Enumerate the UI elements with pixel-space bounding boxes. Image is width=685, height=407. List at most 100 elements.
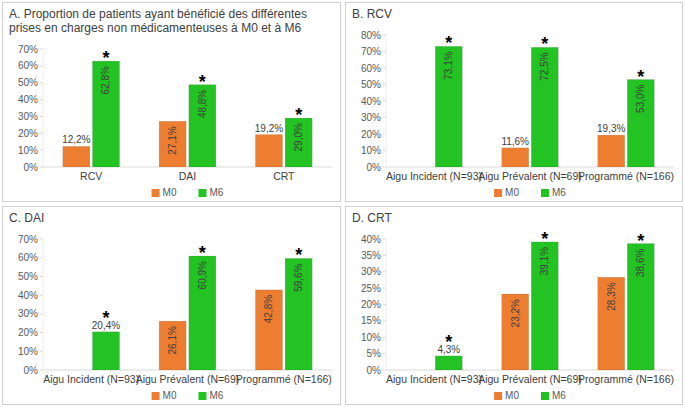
- labels: RCV12,2%62,8%*DAI27,1%48,8%*CRT19,2%29,0…: [62, 48, 304, 182]
- y-tick-label: 30%: [18, 308, 38, 319]
- labels: Aigu Incident (N=93)73,1%*Aigu Prévalent…: [386, 33, 674, 182]
- data-label: 12,2%: [62, 134, 90, 145]
- legend-swatch: [199, 189, 207, 197]
- x-tick-label: Aigu Incident (N=93): [386, 373, 482, 385]
- chart-panel: D. CRT0%5%10%15%20%25%30%35%40%Aigu Inci…: [345, 206, 683, 405]
- x-tick-label: Aigu Prévalent (N=69): [136, 373, 240, 385]
- bars: [93, 256, 313, 370]
- data-label: 29,0%: [293, 123, 304, 151]
- chart-svg: 0%10%20%30%40%50%60%70%Aigu Incident (N=…: [3, 225, 340, 404]
- legend-item: M0: [152, 390, 177, 401]
- y-tick-label: 30%: [18, 111, 38, 122]
- chart-svg: 0%10%20%30%40%50%60%70%80%Aigu Incident …: [346, 21, 682, 201]
- y-tick-label: 20%: [361, 299, 381, 310]
- y-tick-label: 10%: [18, 346, 38, 357]
- bar: [598, 277, 625, 370]
- data-label: 59,6%: [293, 263, 304, 291]
- legend: M0 M6: [152, 390, 224, 401]
- y-axis-line: [43, 49, 44, 167]
- y-tick-label: 30%: [361, 266, 381, 277]
- y-tick-label: 70%: [18, 234, 38, 245]
- significance-mark: *: [295, 105, 302, 125]
- bar: [93, 61, 120, 167]
- significance-mark: *: [637, 67, 644, 87]
- legend-label: M6: [552, 187, 566, 198]
- labels: Aigu Incident (N=93)4,3%*Aigu Prévalent …: [386, 229, 674, 385]
- legend-swatch: [152, 392, 160, 400]
- significance-mark: *: [102, 308, 109, 328]
- significance-mark: *: [295, 245, 302, 265]
- data-label: 48,8%: [197, 90, 208, 118]
- significance-mark: *: [102, 48, 109, 68]
- chart-title: C. DAI: [3, 207, 340, 225]
- significance-mark: *: [637, 231, 644, 251]
- legend: M0 M6: [494, 187, 566, 198]
- chart-panel: B. RCV0%10%20%30%40%50%60%70%80%Aigu Inc…: [345, 2, 683, 202]
- y-tick-label: 5%: [367, 348, 382, 359]
- y-tick-label: 40%: [18, 94, 38, 105]
- y-tick-label: 15%: [361, 315, 381, 326]
- significance-mark: *: [541, 34, 548, 54]
- bar: [435, 46, 462, 167]
- significance-mark: *: [445, 332, 452, 352]
- x-tick-label: DAI: [179, 170, 197, 182]
- y-tick-label: 0%: [367, 365, 382, 376]
- x-tick-label: RCV: [80, 170, 102, 182]
- legend-item: M6: [199, 187, 224, 198]
- bar: [159, 121, 186, 167]
- bar: [189, 85, 216, 167]
- chart-panel: C. DAI0%10%20%30%40%50%60%70%Aigu Incide…: [2, 206, 341, 405]
- legend-label: M6: [210, 187, 224, 198]
- legend-label: M6: [552, 390, 566, 401]
- legend-item: M6: [199, 390, 224, 401]
- legend-swatch: [152, 189, 160, 197]
- legend-item: M0: [494, 187, 519, 198]
- data-label: 26,1%: [167, 326, 178, 354]
- legend-label: M6: [210, 390, 224, 401]
- legend-swatch: [494, 392, 502, 400]
- y-axis-line: [386, 35, 387, 167]
- y-tick-label: 20%: [18, 327, 38, 338]
- bar: [502, 294, 529, 370]
- y-tick-label: 20%: [18, 128, 38, 139]
- legend-swatch: [541, 189, 549, 197]
- y-tick-label: 80%: [361, 30, 381, 41]
- x-tick-label: Programmé (N=166): [236, 373, 332, 385]
- legend-item: M0: [152, 187, 177, 198]
- data-label: 39,1%: [539, 247, 550, 275]
- bar: [627, 244, 654, 370]
- data-label: 62,8%: [101, 66, 112, 94]
- legend-label: M0: [505, 390, 519, 401]
- y-tick-label: 60%: [18, 60, 38, 71]
- y-tick-label: 0%: [367, 162, 382, 173]
- page: A. Proportion de patients ayant bénéfici…: [0, 0, 685, 407]
- chart-title: A. Proportion de patients ayant bénéfici…: [3, 3, 340, 35]
- significance-mark: *: [199, 243, 206, 263]
- legend-swatch: [541, 392, 549, 400]
- x-tick-label: Aigu Incident (N=93): [43, 373, 139, 385]
- bar: [159, 321, 186, 370]
- data-label: 60,9%: [197, 261, 208, 289]
- legend-swatch: [494, 189, 502, 197]
- labels: Aigu Incident (N=93)20,4%*Aigu Prévalent…: [43, 243, 332, 385]
- bar: [531, 47, 558, 167]
- bar: [189, 256, 216, 370]
- y-tick-label: 70%: [361, 46, 381, 57]
- bar: [63, 146, 90, 167]
- bar: [93, 332, 120, 370]
- significance-mark: *: [541, 229, 548, 249]
- bars: [435, 242, 654, 370]
- data-label: 19,2%: [255, 123, 283, 134]
- x-tick-label: Programmé (N=166): [578, 170, 674, 182]
- significance-mark: *: [445, 33, 452, 53]
- data-label: 19,3%: [597, 123, 625, 134]
- bar: [531, 242, 558, 370]
- y-tick-label: 50%: [361, 79, 381, 90]
- legend-label: M0: [505, 187, 519, 198]
- bar: [627, 80, 654, 167]
- legend: M0 M6: [494, 390, 566, 401]
- chart-panel: A. Proportion de patients ayant bénéfici…: [2, 2, 341, 202]
- bar: [285, 258, 312, 370]
- y-tick-label: 0%: [24, 365, 39, 376]
- bar: [256, 135, 283, 167]
